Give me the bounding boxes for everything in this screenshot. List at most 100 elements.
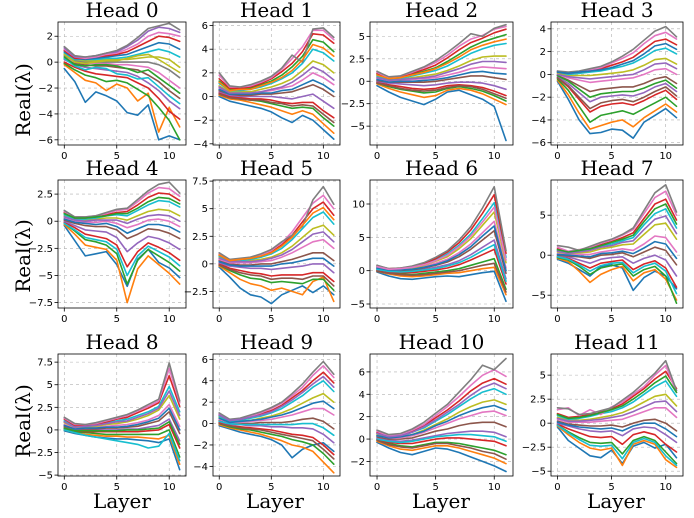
y-tick-label: 6 xyxy=(359,367,365,378)
series-line-5 xyxy=(63,219,181,240)
subplot-head-2: Head 2 0 5 10 −5 −2.5 0 2.5 5 xyxy=(341,0,514,162)
axes-frame xyxy=(550,179,684,309)
x-tick-label: 0 xyxy=(216,482,222,493)
axes-frame xyxy=(369,179,514,309)
y-tick-label: 0 xyxy=(359,77,365,88)
series-line-0 xyxy=(218,424,335,459)
y-tick-label: −2 xyxy=(531,93,546,104)
x-tick-label: 5 xyxy=(432,314,438,325)
x-tick-label: 0 xyxy=(554,314,560,325)
y-tick-label: −2 xyxy=(350,457,365,468)
series-line-12 xyxy=(63,222,181,277)
x-tick-label: 10 xyxy=(163,151,176,162)
series-line-6 xyxy=(218,238,335,264)
series-line-1 xyxy=(556,79,678,130)
x-tick-label: 10 xyxy=(317,151,330,162)
axes-frame xyxy=(57,179,187,309)
series-group xyxy=(376,185,507,303)
series-line-4 xyxy=(556,422,678,444)
series-line-13 xyxy=(63,407,181,431)
y-tick-label: 4 xyxy=(202,45,208,56)
series-group xyxy=(218,360,335,474)
series-line-13 xyxy=(218,79,335,95)
x-tick-label: 5 xyxy=(432,482,438,493)
subplot-title: Head 3 xyxy=(580,0,653,22)
series-line-12 xyxy=(556,74,678,98)
series-line-3 xyxy=(556,77,678,113)
series-line-0 xyxy=(63,67,181,141)
series-group xyxy=(218,185,335,305)
series-line-11 xyxy=(218,185,335,261)
y-tick-label: −6 xyxy=(531,138,546,149)
series-line-8 xyxy=(218,379,335,423)
series-line-12 xyxy=(218,27,335,88)
x-tick-label: 5 xyxy=(608,314,614,325)
y-tick-label: −5 xyxy=(38,471,53,482)
y-tick-label: 0 xyxy=(47,58,53,69)
series-line-4 xyxy=(218,91,335,110)
y-tick-label: −5 xyxy=(350,122,365,133)
x-tick-label: 10 xyxy=(659,151,672,162)
y-tick-label: 0 xyxy=(540,70,546,81)
y-tick-label: −2 xyxy=(193,116,208,127)
series-line-9 xyxy=(556,370,678,419)
subplot-head-0: Head 0 0 5 10 −6 −4 −2 0 2 xyxy=(38,0,187,162)
subplot-head-9: Head 9 0 5 10 −4 −2 0 2 4 6 xyxy=(193,330,341,493)
series-line-6 xyxy=(376,410,507,439)
series-line-12 xyxy=(376,225,507,272)
subplot-head-1: Head 1 0 5 10 −4 −2 0 2 4 6 xyxy=(193,0,341,162)
subplot-head-8: Head 8 0 5 10 −5 −2.5 0 2.5 5 7.5 xyxy=(29,330,187,493)
col-2-xlabel: Layer xyxy=(246,489,304,513)
y-tick-label: 7.5 xyxy=(192,177,208,188)
x-tick-label: 10 xyxy=(163,314,176,325)
series-group xyxy=(556,184,678,305)
series-line-12 xyxy=(63,429,181,462)
series-line-12 xyxy=(556,424,678,467)
y-tick-label: 6 xyxy=(202,355,208,366)
series-line-13 xyxy=(218,400,335,424)
series-line-7 xyxy=(218,60,335,93)
x-tick-label: 0 xyxy=(554,482,560,493)
x-tick-label: 10 xyxy=(488,151,501,162)
series-line-15 xyxy=(556,203,678,253)
series-line-15 xyxy=(63,196,181,219)
series-group xyxy=(63,22,181,141)
series-line-10 xyxy=(218,32,335,89)
y-tick-label: 4 xyxy=(202,376,208,387)
y-tick-label: 2.5 xyxy=(37,403,53,414)
x-tick-label: 5 xyxy=(114,151,120,162)
series-line-1 xyxy=(376,266,507,296)
series-line-2 xyxy=(63,222,181,285)
series-line-13 xyxy=(376,262,507,293)
series-line-0 xyxy=(218,95,335,140)
series-line-14 xyxy=(376,60,507,82)
x-tick-label: 0 xyxy=(374,314,380,325)
subplot-head-4: Head 4 0 5 10 −7.5 −5 −2.5 0 2.5 xyxy=(29,156,187,325)
series-line-15 xyxy=(376,82,507,100)
y-tick-label: −7.5 xyxy=(29,298,53,309)
series-line-12 xyxy=(218,257,335,267)
y-tick-label: −4 xyxy=(38,109,53,120)
y-tick-label: 0 xyxy=(359,266,365,277)
series-line-17 xyxy=(63,56,181,94)
series-line-4 xyxy=(63,418,181,442)
subplot-title: Head 1 xyxy=(240,0,313,22)
axes-frame xyxy=(550,353,684,477)
series-line-0 xyxy=(556,80,678,139)
x-tick-label: 5 xyxy=(608,151,614,162)
series-line-5 xyxy=(556,418,678,432)
series-line-1 xyxy=(376,440,507,465)
series-group xyxy=(63,362,181,471)
series-line-0 xyxy=(218,266,335,305)
series-group xyxy=(218,27,335,140)
series-line-2 xyxy=(218,264,335,292)
subplot-title: Head 7 xyxy=(580,156,653,180)
y-tick-label: 4 xyxy=(540,24,546,35)
series-line-1 xyxy=(218,94,335,134)
y-tick-label: −5 xyxy=(350,300,365,311)
axes-frame xyxy=(212,21,341,146)
series-line-8 xyxy=(556,380,678,421)
series-line-14 xyxy=(218,375,335,422)
series-line-1 xyxy=(376,83,507,106)
series-line-13 xyxy=(556,240,678,260)
